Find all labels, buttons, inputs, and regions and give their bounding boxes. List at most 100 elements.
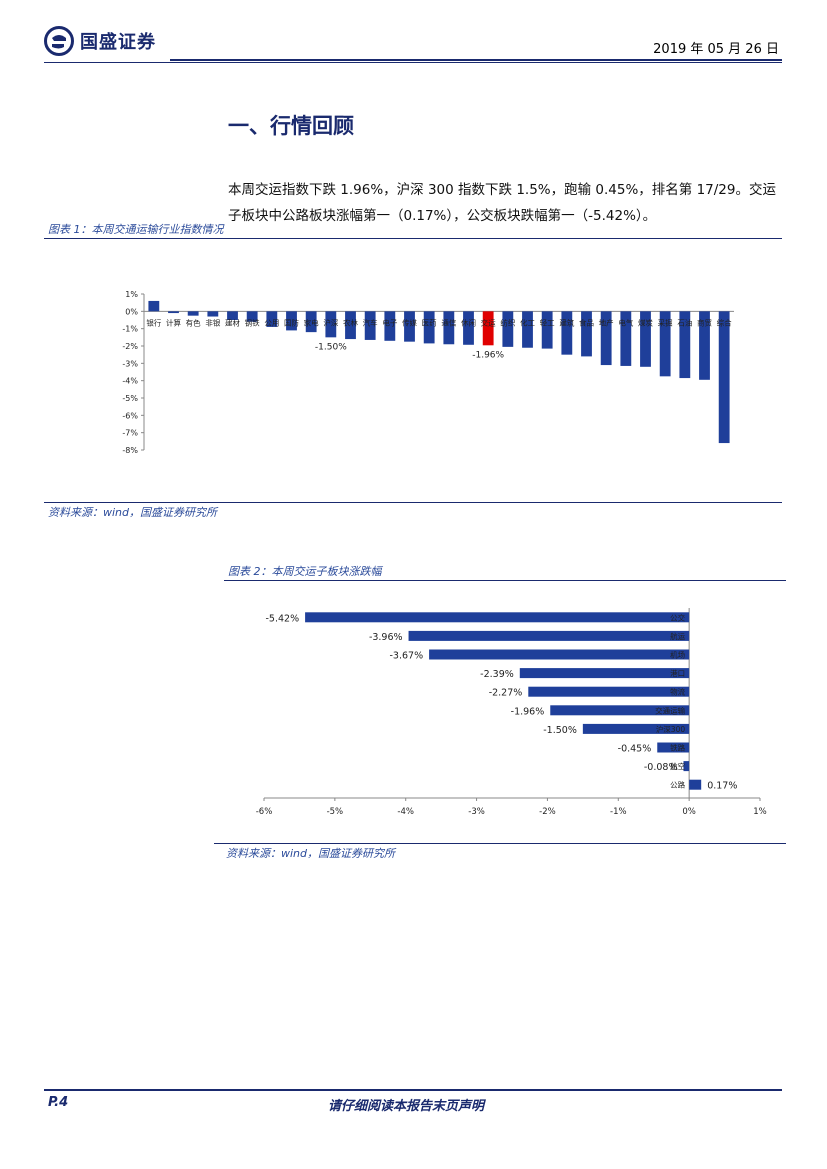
chart1-y-tick-label: -7% — [122, 429, 138, 438]
chart1-bar — [541, 311, 553, 349]
chart1-category-label: 农林 — [343, 317, 358, 327]
chart1-category-label: 有色 — [186, 317, 201, 327]
chart1-bar — [227, 311, 238, 320]
chart2-bar — [305, 612, 690, 623]
chart2-bar — [408, 630, 690, 641]
chart1-bar — [305, 311, 317, 333]
figure2-source: 资料来源：wind，国盛证券研究所 — [226, 847, 396, 860]
figure2-caption: 图表 2：本周交运子板块涨跌幅 — [228, 565, 382, 578]
chart1-bar — [207, 311, 219, 317]
chart2-bar — [657, 742, 690, 753]
chart1-y-tick-label: -3% — [122, 359, 138, 368]
chart1-category-label: 电子 — [382, 317, 397, 327]
chart2-value-label: -5.42% — [265, 613, 299, 624]
chart2-x-tick-label: -3% — [468, 807, 485, 817]
chart1-y-tick-label: -5% — [122, 394, 138, 403]
chart1-category-label: 综合 — [717, 317, 732, 327]
chart1-bar — [640, 311, 651, 367]
chart1-category-label: 轻工 — [540, 317, 555, 327]
figure2-chart: -6% -5% -4% -3% -2% -1% 0% 1% 公交 -5.42% 航运 -3.96% 机场… — [256, 608, 767, 817]
chart1-category-label: 交运 — [481, 317, 496, 327]
footer-disclaimer: 请仔细阅读本报告末页声明 — [328, 1099, 485, 1114]
chart1-bar — [325, 311, 337, 338]
section-title: 一、行情回顾 — [228, 114, 354, 138]
chart1-category-label: 化工 — [520, 317, 535, 327]
chart1-bar — [679, 311, 691, 379]
chart1-category-label: 煤炭 — [638, 317, 653, 327]
report-date: 2019 年 05 月 26 日 — [653, 42, 779, 57]
chart2-value-label: 0.17% — [707, 781, 737, 792]
chart1-y-tick-label: -4% — [122, 377, 138, 386]
chart2-bar — [528, 686, 690, 697]
chart1-bar — [404, 311, 415, 342]
chart1-category-label: 采掘 — [658, 317, 673, 327]
chart1-bar — [384, 311, 396, 341]
chart1-category-label: 汽车 — [363, 317, 378, 327]
chart1-category-label: 石油 — [677, 317, 692, 327]
chart1-category-label: 建材 — [225, 317, 240, 327]
chart1-bar — [561, 311, 573, 355]
chart1-y-tick-label: -6% — [122, 411, 138, 420]
figure2-bottom-rule — [214, 843, 786, 844]
chart1-bar — [699, 311, 710, 380]
chart2-category-label: 机场 — [670, 650, 686, 660]
chart1-category-label: 通信 — [441, 317, 456, 327]
footer-divider — [44, 1089, 782, 1091]
chart1-y-tick-label: -2% — [122, 342, 138, 351]
chart2-category-label: 公交 — [670, 612, 686, 622]
summary-paragraph: 本周交运指数下跌 1.96%，沪深 300 指数下跌 1.5%，跑输 0.45%… — [228, 182, 776, 224]
chart1-bar — [659, 311, 671, 377]
chart1-category-label: 食品 — [579, 317, 594, 327]
logo-text: 国盛证券 — [80, 32, 156, 53]
chart2-value-label: -3.67% — [389, 651, 423, 662]
chart2-x-tick-label: 1% — [753, 807, 767, 817]
page-number: P.4 — [48, 1095, 69, 1110]
chart2-category-label: 港口 — [670, 668, 685, 678]
chart1-bar — [443, 311, 455, 345]
chart2-category-label: 航空 — [670, 761, 685, 771]
chart2-bar — [582, 723, 690, 734]
chart2-value-label: -0.45% — [618, 744, 652, 755]
figure1-source: 资料来源：wind，国盛证券研究所 — [48, 506, 218, 519]
chart1-category-label: 银行 — [146, 317, 161, 327]
header-divider — [170, 59, 782, 61]
figure1-chart: 1% 0% -1% -2% -3% -4% -5% -6% -7% -8% 银行 计算 有色 非银 建材 钢铁… — [122, 290, 734, 455]
chart1-bar — [246, 311, 258, 322]
chart2-value-label: -2.27% — [489, 688, 523, 699]
brand-logo: 国盛证券 — [44, 24, 174, 58]
chart2-value-label: -0.08% — [644, 762, 678, 773]
chart1-bar — [718, 311, 730, 444]
chart1-bar — [148, 300, 160, 312]
chart1-y-tick-label: -8% — [122, 446, 138, 455]
chart1-bar — [364, 311, 376, 340]
header-divider-thin — [44, 62, 782, 63]
chart1-category-label: 传媒 — [402, 317, 417, 327]
chart2-value-label: -2.39% — [480, 669, 514, 680]
chart1-category-label: 沪深 — [323, 317, 338, 327]
chart2-x-tick-label: -6% — [256, 807, 273, 817]
chart1-category-label: 医药 — [422, 317, 437, 327]
chart1-category-label: 计算 — [166, 317, 181, 327]
chart2-value-label: -1.96% — [511, 706, 545, 717]
figure2-top-rule — [224, 580, 786, 581]
chart2-bar — [689, 779, 702, 790]
chart1-bar — [423, 311, 435, 344]
chart1-category-label: 建筑 — [559, 317, 574, 327]
figure1-caption: 图表 1：本周交通运输行业指数情况 — [48, 223, 224, 236]
chart1-bar — [168, 311, 179, 314]
chart1-bar — [620, 311, 632, 366]
chart2-bar — [429, 649, 690, 660]
chart1-bar — [502, 311, 514, 347]
chart1-bar — [345, 311, 356, 340]
chart1-bar — [581, 311, 592, 357]
chart2-bar — [550, 705, 690, 716]
chart1-bar — [600, 311, 612, 366]
chart2-bar — [683, 761, 690, 772]
chart1-category-label: 公用 — [264, 318, 279, 327]
chart2-bar — [519, 668, 690, 679]
figure1-top-rule — [44, 238, 782, 239]
logo-mark-icon — [44, 26, 74, 56]
chart2-x-tick-label: 0% — [682, 807, 696, 817]
chart2-x-tick-label: -2% — [539, 807, 556, 817]
chart2-x-tick-label: -4% — [397, 807, 414, 817]
